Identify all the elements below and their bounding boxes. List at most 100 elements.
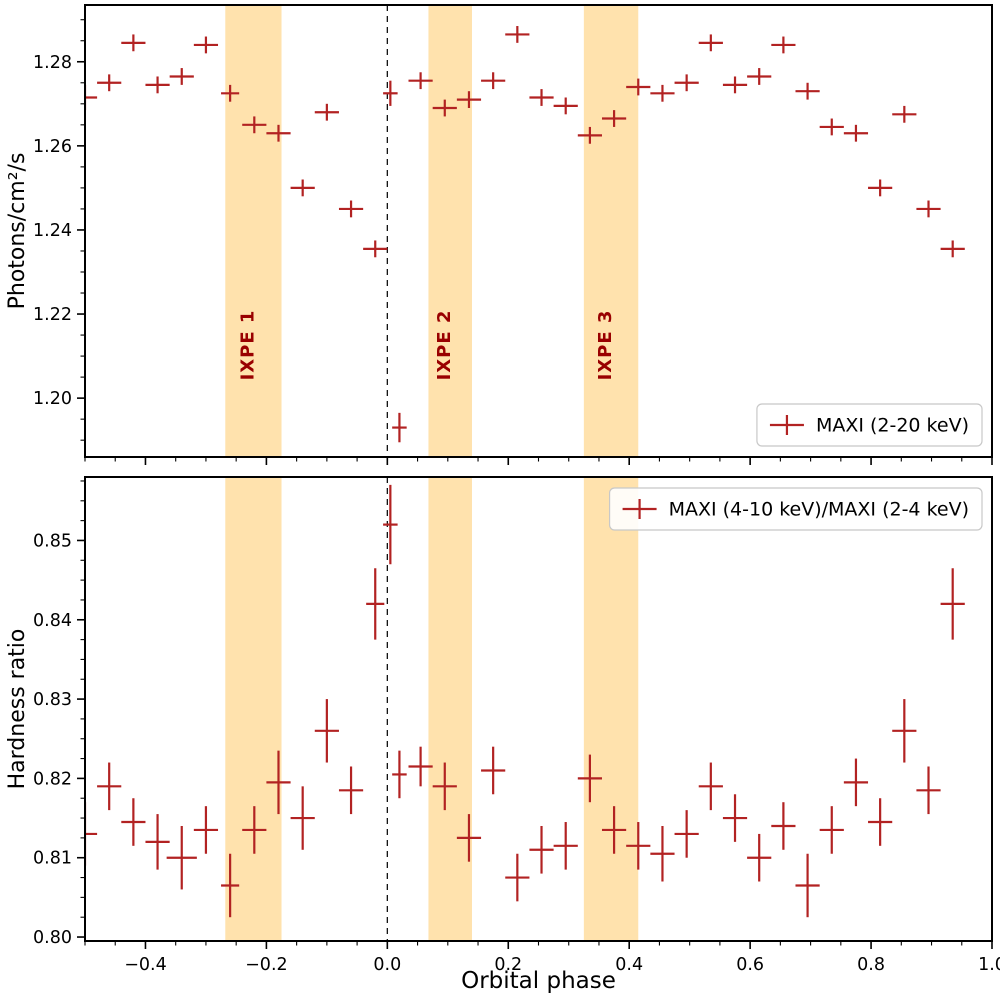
series	[85, 26, 965, 443]
data-point	[747, 68, 772, 85]
data-point	[383, 484, 398, 565]
data-point	[819, 118, 844, 136]
observation-band-3	[583, 477, 639, 941]
legend-label: MAXI (2-20 keV)	[816, 415, 969, 437]
legend: MAXI (4-10 keV)/MAXI (2-4 keV)	[608, 487, 983, 531]
band-label: IXPE 3	[595, 310, 616, 381]
data-point	[169, 68, 194, 85]
data-point	[338, 766, 364, 815]
data-point	[505, 853, 530, 902]
x-tick-label: 0.2	[494, 955, 522, 975]
observation-band-1	[225, 477, 282, 941]
data-point	[698, 762, 723, 811]
data-point	[626, 822, 651, 870]
y-tick-label: 1.22	[33, 305, 72, 325]
band-label: IXPE 1	[237, 310, 258, 381]
flux-panel: IXPE 1 IXPE 2 IXPE 3 1.20 1.22 1.24 1.26 1.28 Ph…	[5, 4, 993, 465]
data-point	[601, 110, 627, 127]
observation-band-1	[225, 5, 282, 457]
data-point	[193, 36, 219, 54]
x-tick-label: 0.8	[857, 955, 885, 975]
plot-background	[85, 477, 992, 941]
data-point	[722, 76, 748, 94]
y-tick-label: 0.84	[33, 611, 72, 631]
data-point	[481, 746, 506, 795]
data-point	[771, 802, 796, 850]
legend: MAXI (2-20 keV)	[756, 403, 983, 447]
data-point	[145, 76, 170, 94]
data-point	[314, 699, 339, 763]
data-point	[97, 74, 122, 92]
data-point	[868, 798, 893, 846]
data-point	[843, 124, 869, 142]
legend-box	[608, 487, 983, 531]
data-point	[819, 806, 844, 854]
hardness-panel: −0.4 −0.2 0.0 0.2 0.4 0.6 0.8 1.0 0.80 0.81 0.82 0.…	[5, 476, 1000, 975]
data-point	[626, 78, 651, 96]
data-point	[505, 26, 530, 43]
plot-background	[85, 5, 992, 457]
data-point	[674, 810, 699, 858]
data-point	[722, 794, 748, 842]
data-point	[529, 89, 554, 106]
data-point	[601, 806, 627, 854]
data-point	[85, 84, 98, 111]
data-point	[481, 72, 506, 90]
data-point	[650, 825, 675, 882]
data-point	[916, 766, 941, 815]
y-tick-label: 0.80	[33, 928, 72, 948]
y-tick-label: 0.83	[33, 690, 72, 710]
data-point	[674, 74, 699, 92]
data-point	[383, 80, 398, 106]
data-point	[553, 822, 578, 870]
data-point	[221, 84, 240, 102]
legend-label: MAXI (4-10 keV)/MAXI (2-4 keV)	[669, 499, 969, 521]
data-point	[290, 786, 315, 850]
x-axis-label: Orbital phase	[461, 968, 616, 994]
data-point	[392, 412, 407, 443]
band-label: IXPE 2	[434, 310, 455, 381]
y-axis-label: Hardness ratio	[5, 629, 30, 790]
data-point	[553, 97, 578, 115]
y-tick-label: 1.28	[33, 53, 72, 73]
data-point	[366, 568, 385, 640]
x-tick-label: −0.4	[124, 955, 167, 975]
y-tick-label: 0.85	[33, 531, 72, 551]
observation-band-2	[428, 5, 472, 457]
y-axis-label: Photons/cm²/s	[5, 153, 30, 310]
data-point	[290, 179, 315, 197]
data-point	[85, 802, 98, 866]
y-tick-label: 0.81	[33, 849, 72, 869]
observation-band-2	[428, 477, 472, 941]
data-point	[121, 34, 146, 52]
x-tick-label: −0.2	[245, 955, 288, 975]
data-point	[868, 179, 893, 197]
data-point	[892, 699, 917, 763]
data-point	[577, 126, 602, 144]
observation-band-3	[583, 5, 639, 457]
data-point	[266, 124, 291, 142]
x-tick-label: 0.6	[736, 955, 764, 975]
x-tick-label: 0.4	[615, 955, 643, 975]
data-point	[650, 84, 675, 102]
data-point	[432, 762, 457, 811]
data-point	[145, 814, 170, 870]
data-point	[121, 798, 146, 846]
data-point	[408, 72, 433, 90]
data-point	[456, 91, 482, 109]
data-point	[456, 814, 482, 862]
legend-box	[756, 403, 983, 447]
data-point	[916, 200, 941, 218]
data-point	[698, 34, 723, 52]
data-point	[432, 99, 457, 117]
data-point	[771, 36, 796, 54]
data-point	[795, 82, 820, 100]
y-tick-label: 0.82	[33, 769, 72, 789]
data-point	[97, 762, 122, 811]
data-point	[940, 240, 965, 258]
data-point	[577, 754, 602, 803]
data-point	[529, 825, 554, 874]
y-tick-label: 1.20	[33, 389, 72, 409]
